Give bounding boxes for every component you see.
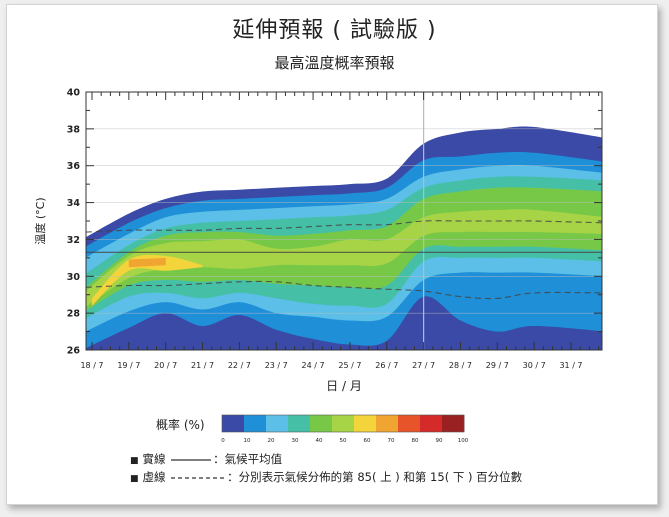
page-title: 延伸預報 ( 試驗版 ): [232, 18, 437, 43]
x-tick-label: 21 / 7: [191, 361, 214, 370]
colorbar-swatch-70: [376, 415, 399, 432]
chart-subtitle: 最高溫度概率預報: [274, 54, 395, 72]
legend-notes: ■ 實線 ：氣候平均值 ■ 虛線 ：分別表示氣候分佈的第 85( 上 ) 和第 15…: [130, 451, 522, 487]
colorbar-swatch-50: [332, 415, 355, 432]
dashed-line-label: 虛線: [142, 470, 166, 484]
x-tick-label: 31 / 7: [559, 361, 582, 370]
colorbar-tick-label: 0: [221, 438, 225, 444]
x-tick-label: 29 / 7: [486, 361, 509, 370]
dashed-line-note: ■ 虛線 ：分別表示氣候分佈的第 85( 上 ) 和第 15( 下 ) 百分位數: [130, 470, 523, 484]
colorbar-label: 概率 (%): [156, 418, 205, 432]
x-tick-label: 18 / 7: [80, 361, 103, 370]
solid-line-note: ■ 實線 ：氣候平均值: [130, 452, 283, 466]
climatology-p15-line: [86, 280, 602, 300]
x-tick-label: 30 / 7: [523, 361, 546, 370]
x-tick-label: 20 / 7: [154, 361, 177, 370]
colorbar-frame: [221, 414, 465, 433]
colorbar-swatch-60: [354, 415, 377, 432]
colorbar-swatch-30: [288, 415, 311, 432]
y-tick-label: 36: [67, 161, 81, 172]
prob-band-70: [128, 257, 166, 268]
x-tick-label: 28 / 7: [449, 361, 472, 370]
y-tick-label: 34: [67, 198, 81, 209]
colorbar-swatch-0: [222, 415, 245, 432]
x-axis-label: 日 / 月: [326, 379, 362, 393]
x-tick-label: 22 / 7: [228, 361, 251, 370]
colorbar-tick-label: 80: [412, 438, 419, 444]
solid-line-label: 實線: [142, 452, 166, 466]
x-tick-label: 26 / 7: [375, 361, 398, 370]
prob-band-60: [92, 254, 203, 306]
y-axis-label: 溫度 (°C): [33, 197, 47, 244]
colorbar-swatch-20: [266, 415, 289, 432]
x-tick-label: 19 / 7: [117, 361, 140, 370]
climatology-lines: [86, 220, 602, 300]
colorbar-swatch-90: [420, 415, 443, 432]
x-tick-labels: 18 / 7 19 / 7 20 / 7 21 / 7 22 / 7 23 / 7 24 /…: [80, 361, 582, 370]
y-tick-labels: 26 28 30 32 34 36 38 40: [67, 88, 81, 357]
dashed-line-sample: [171, 477, 226, 479]
y-tick-label: 32: [67, 235, 80, 246]
x-tick-label: 23 / 7: [265, 361, 288, 370]
colorbar-tick-label: 90: [436, 438, 443, 444]
colorbar-tick-label: 30: [292, 438, 299, 444]
colorbar-tick-label: 40: [316, 438, 323, 444]
x-tick-label: 24 / 7: [302, 361, 325, 370]
colorbar-tick-label: 100: [458, 438, 469, 444]
colorbar-swatch-40: [310, 415, 333, 432]
colorbar-tick-label: 50: [340, 438, 347, 444]
colorbar-tick-label: 60: [364, 438, 371, 444]
colorbar-tick-label: 20: [268, 438, 275, 444]
x-tick-label: 27 / 7: [412, 361, 435, 370]
y-tick-label: 26: [67, 346, 81, 357]
dashed-line-desc: ：分別表示氣候分佈的第 85( 上 ) 和第 15( 下 ) 百分位數: [227, 470, 523, 484]
y-tick-label: 30: [67, 272, 81, 283]
colorbar-tick-label: 10: [244, 438, 251, 444]
y-tick-label: 38: [67, 124, 81, 135]
y-tick-label: 28: [67, 309, 81, 320]
climatology-p85-line: [86, 220, 602, 233]
prob-band-50: [86, 209, 602, 307]
probability-colorbar: 0 10 20 30 40 50 60 70 80 90 100: [221, 414, 469, 444]
x-tick-label: 25 / 7: [338, 361, 361, 370]
probability-bands: [86, 92, 602, 350]
chart-axes: [85, 91, 603, 351]
colorbar-swatch-100: [442, 415, 465, 432]
solid-line-desc: ：氣候平均值: [213, 452, 283, 466]
solid-line-sample: [171, 459, 212, 461]
colorbar-swatch-10: [244, 415, 267, 432]
colorbar-swatch-80: [398, 415, 421, 432]
colorbar-tick-label: 70: [388, 438, 395, 444]
y-tick-label: 40: [67, 88, 81, 99]
